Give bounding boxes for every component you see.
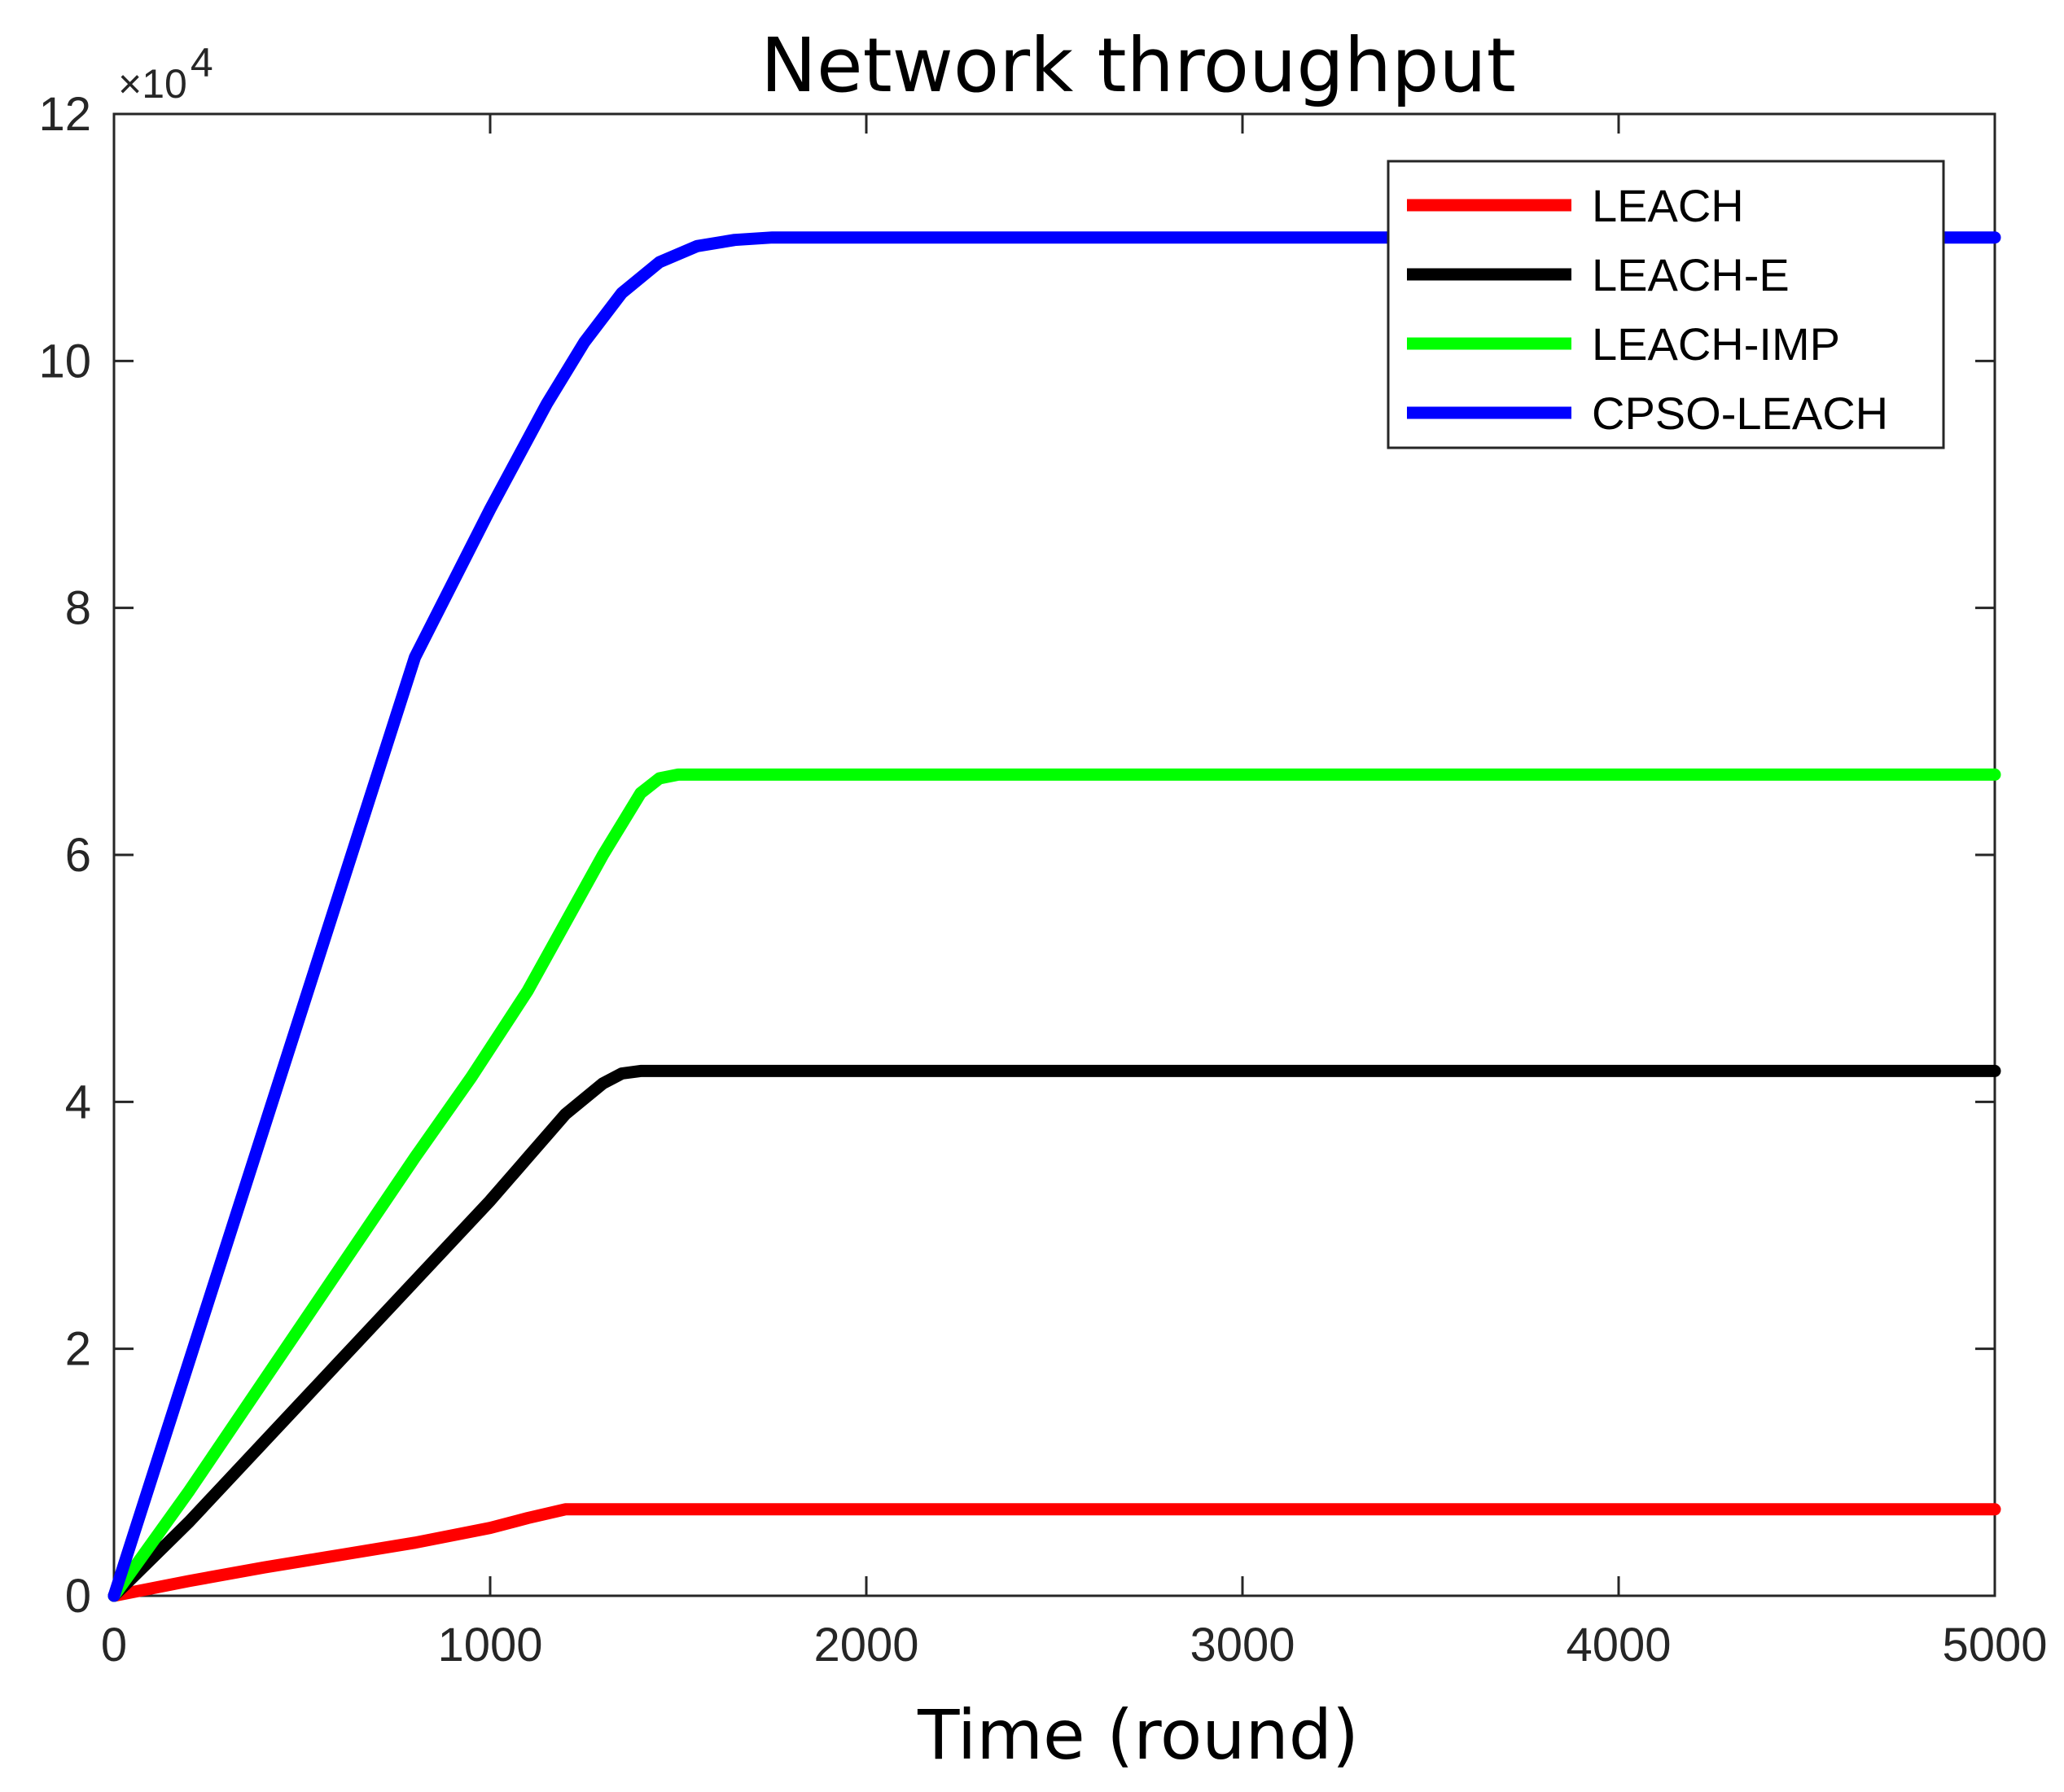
chart-title: Network throughput (760, 22, 1516, 109)
y-tick-label: 8 (65, 582, 91, 635)
y-multiplier: ×10 4 (118, 40, 213, 107)
series-line-leach (107, 1503, 2001, 1602)
legend-label: LEACH (1592, 180, 1744, 231)
legend-label: LEACH-E (1592, 249, 1790, 300)
x-tick-label: 2000 (813, 1619, 918, 1672)
y-multiplier-base: ×10 (118, 61, 187, 107)
y-tick-label: 4 (65, 1076, 91, 1128)
x-tick-labels: 0 1000 2000 3000 4000 5000 (101, 1619, 2048, 1672)
y-tick-labels: 0 2 4 6 8 10 12 (38, 88, 91, 1623)
y-tick-label: 10 (38, 335, 91, 388)
x-tick-label: 1000 (437, 1619, 542, 1672)
y-multiplier-exponent: 4 (191, 40, 213, 85)
series-lines (107, 231, 2001, 1602)
y-tick-label: 6 (65, 829, 91, 882)
series-line-cpso-leach (107, 231, 2001, 1602)
x-tick-label: 0 (101, 1619, 127, 1672)
x-tick-label: 5000 (1942, 1619, 2047, 1672)
x-tick-label: 4000 (1566, 1619, 1671, 1672)
y-tick-label: 12 (38, 88, 91, 141)
legend-label: LEACH-IMP (1592, 318, 1840, 370)
y-tick-label: 2 (65, 1323, 91, 1376)
x-tick-label: 3000 (1190, 1619, 1295, 1672)
legend: LEACH LEACH-E LEACH-IMP CPSO-LEACH (1387, 160, 1945, 449)
series-line-leach-e (107, 1064, 2001, 1602)
x-axis-label: Time (round) (917, 1695, 1359, 1775)
series-line-leach-imp (107, 768, 2001, 1602)
legend-label: CPSO-LEACH (1592, 388, 1888, 439)
y-tick-label: 0 (65, 1570, 91, 1623)
